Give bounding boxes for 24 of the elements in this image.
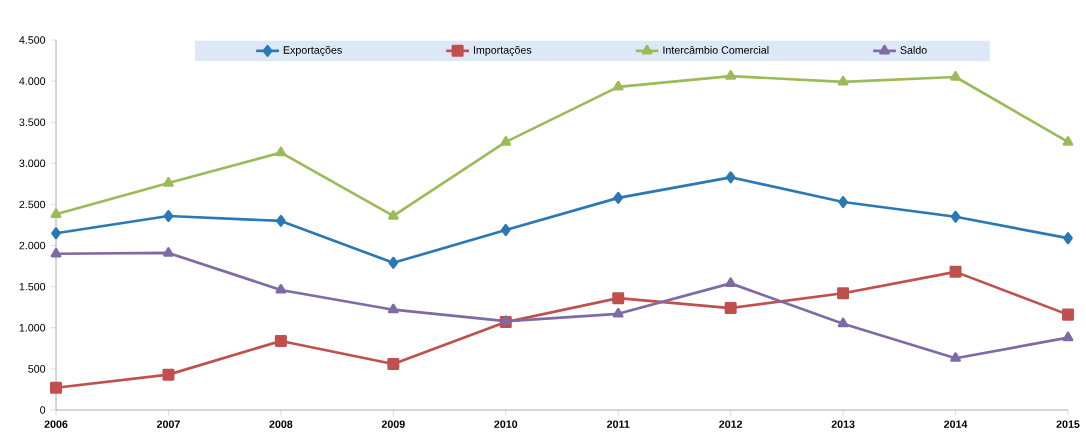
y-tick-label: 0 (40, 406, 46, 414)
x-tick-label: 2014 (944, 420, 968, 428)
x-tick-label: 2010 (494, 420, 518, 428)
x-tick-label: 2013 (831, 420, 855, 428)
x-tick-label: 2007 (156, 420, 180, 428)
legend-label: Importações (473, 46, 532, 56)
legend-label: Exportações (283, 46, 342, 56)
y-tick-label: 2.500 (19, 200, 46, 209)
y-tick-label: 500 (28, 365, 46, 373)
y-tick-label: 4.000 (19, 77, 46, 85)
y-tick-label: 1.000 (19, 324, 46, 332)
x-tick-label: 2011 (607, 420, 630, 428)
y-tick-label: 1.500 (19, 282, 46, 291)
x-tick-label: 2006 (44, 420, 68, 428)
legend-label: Saldo (900, 45, 927, 54)
y-tick-label: 2.000 (19, 241, 46, 250)
y-tick-label: 3.000 (19, 159, 46, 168)
x-tick-label: 2012 (719, 420, 743, 428)
legend-label: Intercâmbio Comercial (663, 45, 769, 54)
y-tick-label: 3.500 (19, 118, 46, 127)
x-tick-label: 2009 (381, 420, 405, 428)
y-tick-label: 4.500 (19, 36, 46, 44)
x-tick-label: 2008 (269, 420, 293, 428)
x-tick-label: 2015 (1056, 420, 1080, 428)
